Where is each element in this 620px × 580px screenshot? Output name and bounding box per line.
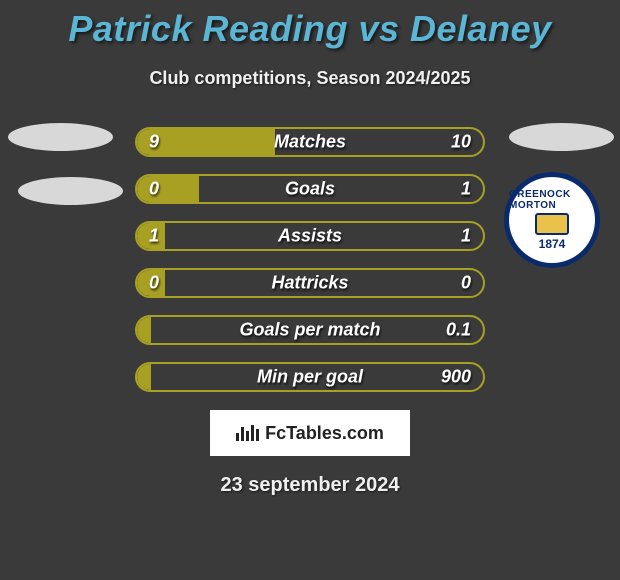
footer-brand-text: FcTables.com [265, 423, 384, 444]
row-label: Goals per match [239, 320, 380, 341]
row-label: Min per goal [257, 367, 363, 388]
club-badge-year: 1874 [539, 237, 566, 251]
comparison-row: 1 Assists 1 [135, 221, 485, 251]
team-right-logo-placeholder [509, 123, 614, 151]
comparison-row: Goals per match 0.1 [135, 315, 485, 345]
row-value-right: 0.1 [446, 320, 471, 341]
bar-fill-left [137, 364, 151, 390]
bars-icon [236, 425, 259, 441]
footer-date: 23 september 2024 [0, 474, 620, 497]
row-value-right: 1 [461, 179, 471, 200]
row-value-left: 0 [149, 179, 159, 200]
comparison-row: Min per goal 900 [135, 362, 485, 392]
row-value-left: 1 [149, 226, 159, 247]
row-label: Matches [274, 132, 346, 153]
footer-brand-logo: FcTables.com [210, 410, 410, 456]
row-label: Hattricks [271, 273, 348, 294]
bar-fill-left [137, 317, 151, 343]
team-left-logo-placeholder-2 [18, 177, 123, 205]
row-value-left: 9 [149, 132, 159, 153]
row-label: Goals [285, 179, 335, 200]
row-value-right: 1 [461, 226, 471, 247]
bar-fill-left [137, 176, 199, 202]
row-value-right: 10 [451, 132, 471, 153]
club-badge: GREENOCK MORTON 1874 [504, 172, 600, 268]
comparison-row: 0 Hattricks 0 [135, 268, 485, 298]
comparison-row: 0 Goals 1 [135, 174, 485, 204]
row-value-right: 0 [461, 273, 471, 294]
team-left-logo-placeholder-1 [8, 123, 113, 151]
subtitle: Club competitions, Season 2024/2025 [0, 68, 620, 89]
row-label: Assists [278, 226, 342, 247]
page-title: Patrick Reading vs Delaney [0, 0, 620, 50]
row-value-left: 0 [149, 273, 159, 294]
row-value-right: 900 [441, 367, 471, 388]
club-badge-name: GREENOCK MORTON [509, 189, 595, 211]
club-badge-ship-icon [535, 213, 569, 235]
comparison-row: 9 Matches 10 [135, 127, 485, 157]
